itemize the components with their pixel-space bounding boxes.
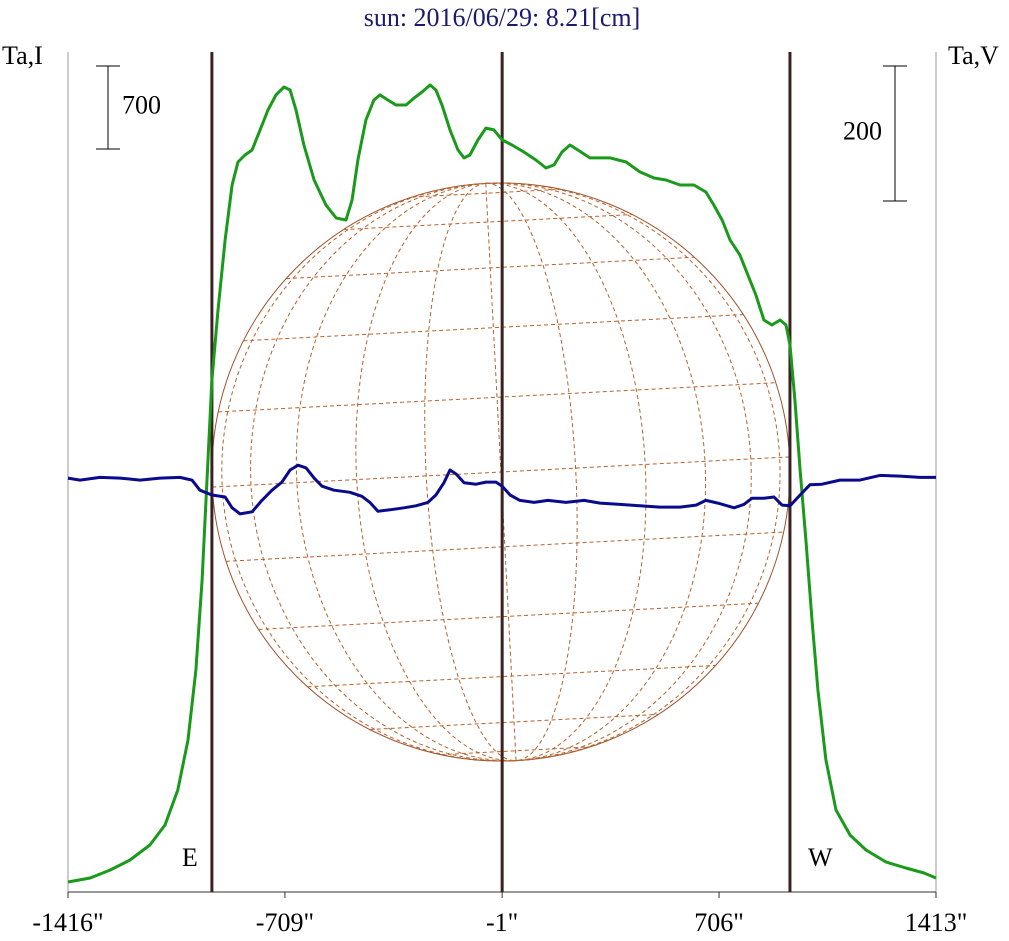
meridian	[485, 182, 706, 762]
x-tick-label: -709"	[256, 908, 314, 937]
parallel	[343, 213, 633, 231]
x-tick-label: 706"	[694, 908, 744, 937]
parallel	[218, 382, 776, 413]
scale-label: 700	[122, 90, 161, 119]
y2-axis-label: Ta,V	[948, 41, 999, 70]
chart-title: sun: 2016/06/29: 8.21[cm]	[364, 3, 641, 32]
series-line	[67, 83, 937, 884]
scale-label: 200	[843, 116, 882, 145]
parallel	[286, 256, 695, 280]
parallel	[307, 664, 716, 688]
meridian	[355, 182, 517, 762]
meridian	[296, 182, 517, 762]
parallel	[440, 746, 591, 756]
x-tick-label: 1413"	[905, 908, 968, 937]
y-axis-label: Ta,I	[2, 41, 43, 70]
meridian	[424, 182, 517, 762]
parallel	[411, 188, 562, 198]
parallel	[369, 713, 659, 731]
series-line	[67, 463, 936, 516]
meridian	[250, 182, 517, 762]
x-tick-label: -1"	[486, 908, 518, 937]
x-tick-label: -1416"	[32, 908, 103, 937]
limb-label: E	[182, 843, 198, 872]
parallel	[226, 531, 784, 562]
limb-label: W	[808, 843, 833, 872]
meridian	[485, 182, 578, 762]
meridian	[485, 182, 647, 762]
meridian	[485, 182, 752, 762]
